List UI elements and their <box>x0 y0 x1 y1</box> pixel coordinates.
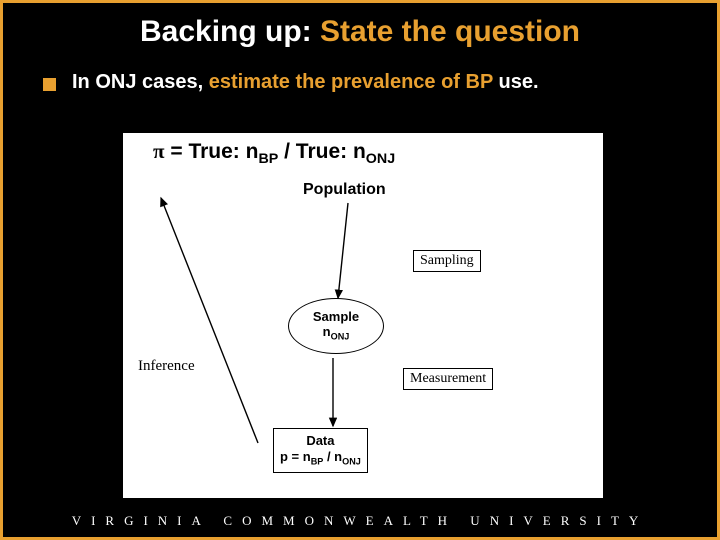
bullet-icon <box>43 78 56 91</box>
measurement-label: Measurement <box>403 368 493 390</box>
data-formula: p = nBP / nONJ <box>280 449 361 468</box>
data-title: Data <box>280 433 361 449</box>
sample-title: Sample <box>289 310 383 325</box>
sample-node: Sample nONJ <box>288 298 384 354</box>
inference-label: Inference <box>138 358 195 375</box>
sample-sub: nONJ <box>289 325 383 342</box>
slide-title: Backing up: State the question <box>3 15 717 49</box>
footer-text: VIRGINIA COMMONWEALTH UNIVERSITY <box>3 513 717 529</box>
subtitle-plain1: In ONJ cases, <box>72 71 209 93</box>
sampling-label: Sampling <box>413 250 481 272</box>
subtitle-plain2: use. <box>493 71 539 93</box>
data-node: Data p = nBP / nONJ <box>273 428 368 473</box>
subtitle-accent: estimate the prevalence of BP <box>209 71 493 93</box>
subtitle-row: In ONJ cases, estimate the prevalence of… <box>43 71 717 94</box>
title-accent: State the question <box>320 15 580 48</box>
subtitle-text: In ONJ cases, estimate the prevalence of… <box>72 71 539 94</box>
population-label: Population <box>303 181 386 199</box>
diagram-panel: π = True: nBP / True: nONJ Population Sa… <box>123 133 603 498</box>
formula: π = True: nBP / True: nONJ <box>153 139 395 167</box>
title-plain: Backing up: <box>140 15 320 48</box>
